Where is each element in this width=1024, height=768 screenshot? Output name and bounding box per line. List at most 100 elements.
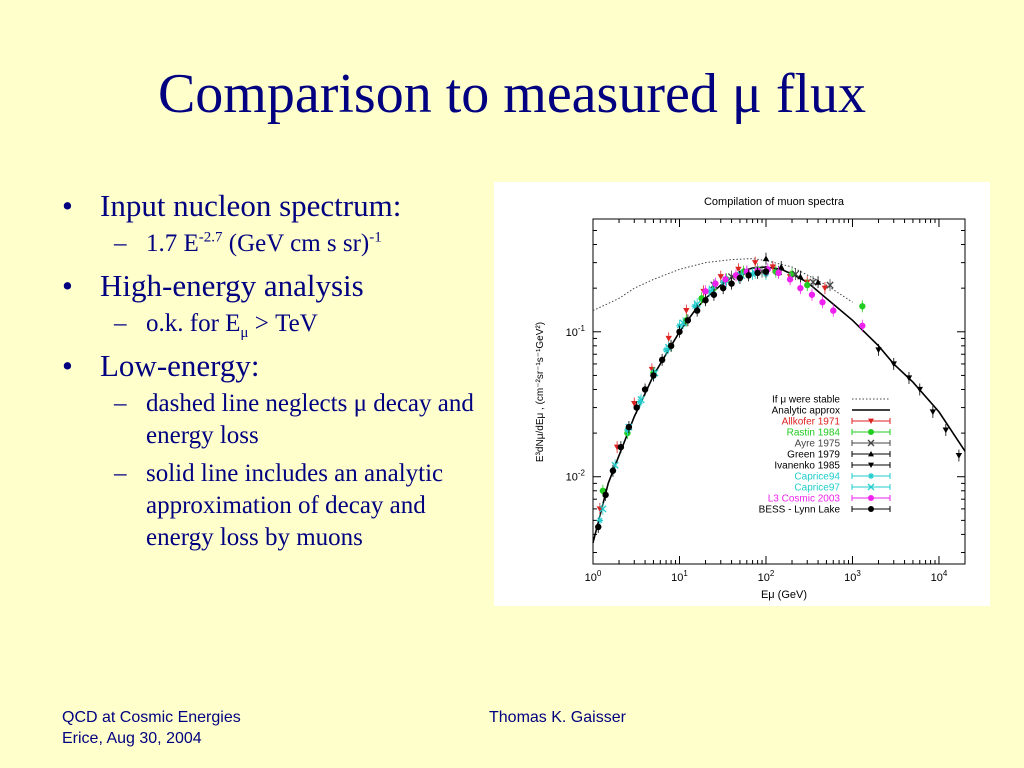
mu-subscript: μ <box>240 325 249 341</box>
y-tick-label: 10-2 <box>566 469 586 484</box>
data-point <box>617 443 625 451</box>
subbullet-dashed-line: dashed line neglects μ decay and energy … <box>62 388 492 452</box>
bullet-list: Input nucleon spectrum: 1.7 E-2.7 (GeV c… <box>62 186 492 560</box>
data-point <box>719 284 727 292</box>
data-point <box>602 491 609 499</box>
data-point <box>705 288 713 295</box>
data-point <box>631 400 638 407</box>
series-ivanenko-1985 <box>875 343 963 462</box>
data-point <box>728 280 735 287</box>
data-point <box>683 308 690 314</box>
data-point <box>599 505 607 513</box>
data-point <box>867 439 875 447</box>
data-point <box>868 495 874 501</box>
series-caprice97 <box>599 266 759 515</box>
data-point <box>826 281 834 289</box>
legend-label: Allkofer 1971 <box>782 417 841 428</box>
data-point <box>942 427 950 434</box>
y-axis-ticks: 10-2 10-1 <box>566 229 965 554</box>
data-point <box>868 418 874 424</box>
data-point <box>905 375 913 382</box>
x-tick-label: 100 <box>585 569 602 584</box>
data-point <box>830 307 837 314</box>
legend-label: Caprice94 <box>794 472 840 483</box>
subbullet-high-energy-ok: o.k. for Eμ > TeV <box>62 308 492 341</box>
footer-left: QCD at Cosmic Energies Erice, Aug 30, 20… <box>62 707 241 749</box>
data-point <box>875 347 882 354</box>
data-point <box>684 317 692 324</box>
data-point <box>641 386 649 393</box>
muon-spectra-figure: Compilation of muon spectra 100 101 102 103… <box>494 182 990 606</box>
data-point <box>595 523 602 531</box>
data-point <box>596 517 604 524</box>
series-green-1979 <box>762 252 822 289</box>
data-point <box>786 276 794 283</box>
data-point <box>762 268 770 275</box>
y-axis-label: E³dNμ/dEμ , (cm⁻²sr⁻¹s⁻¹GeV²) <box>535 322 546 462</box>
formula-exponent: -2.7 <box>198 229 223 246</box>
formula-units: (GeV cm s sr) <box>222 230 370 257</box>
legend-label: Ayre 1975 <box>795 439 841 450</box>
data-point <box>650 372 657 379</box>
data-point <box>868 462 874 468</box>
data-point <box>769 264 777 271</box>
data-point <box>819 299 826 306</box>
bullet-low-energy: Low-energy: <box>62 346 492 386</box>
subbullet-solid-line: solid line includes an analytic approxim… <box>62 458 492 554</box>
data-point <box>868 429 874 435</box>
subbullet-spectrum-formula: 1.7 E-2.7 (GeV cm s sr)-1 <box>62 228 492 260</box>
data-point <box>745 272 752 279</box>
slide-title: Comparison to measured μ flux <box>157 63 867 125</box>
data-point <box>735 266 742 273</box>
data-point <box>929 409 937 416</box>
x-tick-label: 101 <box>671 569 688 584</box>
series-caprice94 <box>596 268 770 527</box>
data-point <box>609 467 617 474</box>
ok-suffix: > TeV <box>248 310 318 337</box>
data-point <box>658 356 666 364</box>
data-point <box>676 328 683 335</box>
data-point <box>775 269 782 277</box>
data-point <box>633 404 640 411</box>
formula-units-exponent: -1 <box>369 229 382 246</box>
data-point <box>693 300 701 308</box>
ok-prefix: o.k. for E <box>146 310 241 337</box>
data-series <box>595 252 963 533</box>
legend-label: L3 Cosmic 2003 <box>768 494 841 505</box>
data-point <box>859 322 866 329</box>
data-point <box>710 291 718 298</box>
data-point <box>814 278 822 285</box>
data-point <box>778 263 785 270</box>
data-point <box>717 274 724 280</box>
data-point <box>797 273 804 280</box>
data-point <box>625 423 633 431</box>
data-point <box>797 284 804 292</box>
x-tick-label: 102 <box>758 569 775 584</box>
data-point <box>804 281 811 289</box>
legend-label: Caprice97 <box>794 483 840 494</box>
bullet-input-spectrum: Input nucleon spectrum: <box>62 186 492 226</box>
x-tick-label: 103 <box>844 569 861 584</box>
data-point <box>868 473 874 479</box>
legend-label: Ivanenko 1985 <box>774 461 840 472</box>
data-point <box>955 452 963 459</box>
data-point <box>762 255 770 262</box>
data-point <box>754 269 761 277</box>
legend-label: Green 1979 <box>787 450 840 461</box>
chart-title: Compilation of muon spectra <box>704 196 845 208</box>
data-point <box>867 483 875 491</box>
legend-label: BESS - Lynn Lake <box>759 505 841 516</box>
data-point <box>667 342 675 350</box>
data-point <box>868 506 874 512</box>
y-tick-label: 10-1 <box>566 324 586 339</box>
x-axis-label: Eμ (GeV) <box>761 589 807 601</box>
data-point <box>702 297 709 304</box>
data-point <box>693 307 701 314</box>
muon-spectra-chart: Compilation of muon spectra 100 101 102 103… <box>535 196 966 601</box>
data-point <box>749 270 756 278</box>
bullet-high-energy: High-energy analysis <box>62 266 492 306</box>
legend-label: If μ were stable <box>772 395 840 406</box>
data-point <box>859 303 866 310</box>
data-point <box>637 396 645 404</box>
series-l3-cosmic-2003 <box>702 263 866 332</box>
